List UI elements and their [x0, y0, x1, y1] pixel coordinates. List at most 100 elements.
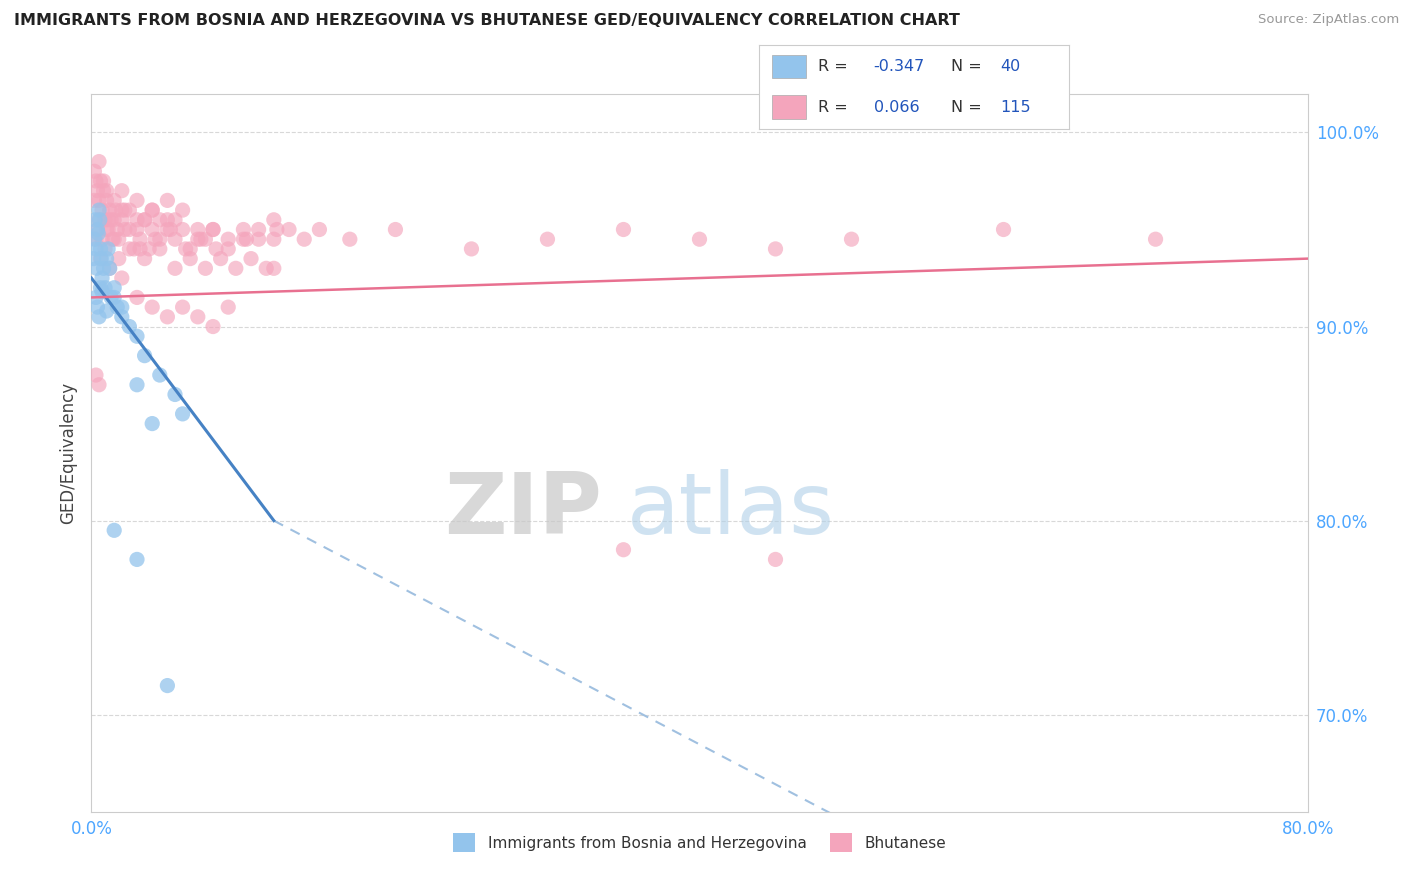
- Point: [384, 222, 406, 236]
- Point: [103, 281, 125, 295]
- Point: [91, 271, 114, 285]
- Point: [536, 232, 558, 246]
- Point: [217, 242, 239, 256]
- Point: [187, 310, 209, 324]
- Point: [84, 174, 107, 188]
- Point: [141, 203, 163, 218]
- Point: [163, 387, 186, 401]
- Point: [87, 194, 110, 208]
- Point: [254, 261, 277, 276]
- Point: [141, 417, 163, 431]
- Point: [125, 377, 148, 392]
- Point: [103, 232, 125, 246]
- Point: [205, 242, 228, 256]
- Point: [93, 261, 115, 276]
- Text: R =: R =: [818, 100, 853, 115]
- Point: [149, 232, 172, 246]
- Text: -0.347: -0.347: [873, 59, 925, 74]
- Point: [105, 222, 128, 236]
- Point: [96, 222, 118, 236]
- Point: [163, 261, 186, 276]
- Point: [97, 222, 120, 236]
- Point: [187, 222, 209, 236]
- Point: [103, 194, 125, 208]
- Text: N =: N =: [950, 100, 987, 115]
- Point: [87, 227, 110, 241]
- Point: [266, 222, 288, 236]
- Bar: [772, 54, 806, 78]
- Point: [156, 310, 179, 324]
- Point: [98, 261, 121, 276]
- Point: [141, 222, 163, 236]
- Point: [179, 252, 201, 266]
- Point: [194, 232, 217, 246]
- Point: [125, 290, 148, 304]
- Point: [118, 203, 141, 218]
- Point: [86, 184, 108, 198]
- Point: [172, 203, 194, 218]
- Point: [247, 232, 270, 246]
- Point: [225, 261, 247, 276]
- Point: [93, 184, 115, 198]
- Point: [94, 242, 117, 256]
- Point: [156, 212, 179, 227]
- Point: [105, 300, 128, 314]
- Point: [87, 203, 110, 218]
- Point: [1144, 232, 1167, 246]
- Point: [765, 242, 787, 256]
- Point: [86, 300, 108, 314]
- Point: [765, 552, 787, 566]
- Point: [87, 377, 110, 392]
- Text: R =: R =: [818, 59, 853, 74]
- Point: [96, 184, 118, 198]
- Point: [194, 261, 217, 276]
- Point: [100, 290, 122, 304]
- Point: [94, 281, 117, 295]
- Point: [263, 212, 285, 227]
- Point: [612, 222, 634, 236]
- Text: 115: 115: [1001, 100, 1031, 115]
- Point: [89, 252, 111, 266]
- Point: [96, 194, 118, 208]
- Point: [163, 212, 186, 227]
- Text: 40: 40: [1001, 59, 1021, 74]
- Point: [125, 194, 148, 208]
- Point: [114, 222, 136, 236]
- Point: [612, 542, 634, 557]
- Point: [125, 222, 148, 236]
- Text: 0.066: 0.066: [873, 100, 920, 115]
- Point: [86, 222, 108, 236]
- Point: [688, 232, 710, 246]
- Point: [87, 154, 110, 169]
- Point: [111, 212, 134, 227]
- Point: [114, 203, 136, 218]
- Point: [217, 232, 239, 246]
- Point: [190, 232, 212, 246]
- Point: [125, 329, 148, 343]
- Text: Source: ZipAtlas.com: Source: ZipAtlas.com: [1258, 13, 1399, 27]
- Point: [100, 212, 122, 227]
- Point: [98, 261, 121, 276]
- Point: [247, 222, 270, 236]
- Point: [107, 252, 129, 266]
- Point: [156, 222, 179, 236]
- Point: [134, 212, 156, 227]
- Point: [104, 203, 127, 218]
- Point: [143, 232, 166, 246]
- Point: [292, 232, 315, 246]
- Point: [232, 222, 254, 236]
- Point: [97, 242, 120, 256]
- Text: atlas: atlas: [627, 468, 835, 551]
- Point: [129, 242, 152, 256]
- Point: [118, 222, 141, 236]
- Point: [156, 194, 179, 208]
- Text: IMMIGRANTS FROM BOSNIA AND HERZEGOVINA VS BHUTANESE GED/EQUIVALENCY CORRELATION : IMMIGRANTS FROM BOSNIA AND HERZEGOVINA V…: [14, 13, 960, 29]
- Point: [125, 212, 148, 227]
- Point: [84, 212, 107, 227]
- Point: [202, 222, 225, 236]
- Point: [111, 300, 134, 314]
- Point: [91, 232, 114, 246]
- Point: [235, 232, 257, 246]
- Point: [89, 281, 111, 295]
- Point: [83, 252, 105, 266]
